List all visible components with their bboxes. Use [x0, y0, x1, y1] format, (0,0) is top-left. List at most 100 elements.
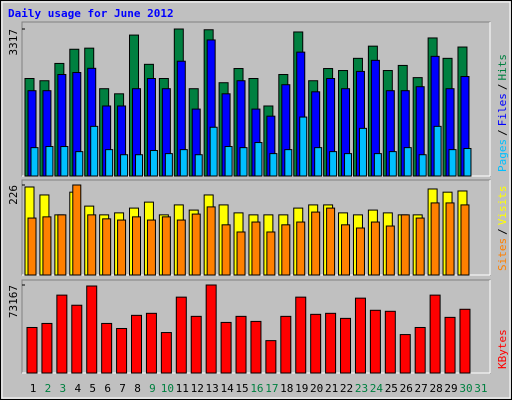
bar: [87, 214, 97, 276]
bar: [239, 147, 248, 177]
legend-entry: Pages: [496, 139, 509, 172]
bar: [251, 221, 261, 276]
x-tick-label: 29: [444, 382, 457, 395]
chart-title: Daily usage for June 2012: [8, 7, 174, 20]
bar: [236, 231, 246, 276]
bar: [281, 224, 291, 276]
x-tick-label: 10: [161, 382, 174, 395]
bar: [190, 315, 202, 374]
x-tick-label: 30: [459, 382, 472, 395]
bar: [164, 153, 173, 177]
bar: [57, 214, 67, 276]
x-tick-label: 16: [250, 382, 263, 395]
x-tick-label: 11: [176, 382, 189, 395]
y-tick-label: 73167: [7, 285, 20, 318]
x-tick-label: 19: [295, 382, 308, 395]
bar: [388, 151, 397, 177]
x-tick-label: 1: [30, 382, 37, 395]
bar: [311, 211, 321, 276]
bar: [149, 150, 158, 177]
bar: [102, 218, 112, 276]
bar: [135, 154, 144, 177]
bar: [45, 146, 54, 177]
bar: [341, 224, 351, 276]
legend-entry: Visits: [496, 186, 509, 226]
bar: [355, 227, 365, 276]
x-tick-label: 15: [235, 382, 248, 395]
bar: [269, 153, 278, 177]
bar: [205, 284, 217, 374]
bar: [296, 221, 306, 276]
bar: [340, 317, 352, 374]
bar: [325, 312, 337, 374]
x-tick-label: 27: [415, 382, 428, 395]
legend-separator: /: [496, 129, 509, 136]
bar: [250, 320, 262, 374]
bar: [131, 314, 143, 374]
bar: [254, 142, 263, 177]
x-tick-label: 31: [474, 382, 487, 395]
bar: [415, 217, 425, 276]
legend-entry: Files: [496, 93, 509, 126]
x-tick-label: 21: [325, 382, 338, 395]
x-tick-label: 14: [220, 382, 234, 395]
x-tick-label: 17: [265, 382, 278, 395]
x-tick-label: 26: [400, 382, 413, 395]
legend-entry: KBytes: [496, 329, 509, 369]
bar: [120, 154, 129, 177]
bar: [26, 326, 38, 374]
legend-separator: /: [496, 228, 509, 235]
bar: [418, 154, 427, 177]
x-tick-label: 18: [280, 382, 293, 395]
bar: [370, 221, 380, 276]
bar: [30, 147, 39, 177]
x-tick-label: 6: [104, 382, 111, 395]
bar: [284, 149, 293, 177]
bar: [354, 297, 366, 374]
x-tick-label: 8: [134, 382, 141, 395]
bar: [459, 308, 471, 374]
legend-entry: Hits: [496, 54, 509, 81]
bar: [71, 304, 83, 374]
bar: [399, 334, 411, 374]
y-tick-label: 226: [7, 185, 20, 205]
bar: [429, 294, 441, 374]
bar: [42, 216, 52, 276]
bar: [430, 202, 440, 276]
bar: [344, 153, 353, 177]
x-tick-label: 4: [74, 382, 81, 395]
bar: [224, 146, 233, 177]
bar: [400, 214, 410, 276]
x-tick-label: 7: [119, 382, 126, 395]
bar: [358, 127, 367, 177]
x-tick-label: 12: [191, 382, 204, 395]
bar: [280, 315, 292, 374]
y-tick-label: 3317: [7, 29, 20, 56]
bar: [384, 310, 396, 374]
bar: [72, 184, 82, 276]
legend: KBytes: [496, 329, 509, 369]
x-tick-label: 24: [370, 382, 384, 395]
bar: [433, 125, 442, 177]
x-tick-label: 13: [206, 382, 219, 395]
bar: [206, 206, 216, 276]
x-tick-label: 22: [340, 382, 353, 395]
bar: [295, 296, 307, 374]
bar: [265, 340, 277, 374]
bar: [221, 224, 231, 276]
x-tick-label: 9: [149, 382, 156, 395]
x-tick-label: 3: [60, 382, 67, 395]
bar: [448, 149, 457, 177]
bar: [146, 219, 156, 276]
bar: [373, 153, 382, 177]
bar: [75, 151, 84, 177]
x-tick-label: 20: [310, 382, 323, 395]
bar: [191, 213, 201, 276]
bar: [175, 296, 187, 374]
x-tick-label: 25: [385, 382, 398, 395]
x-tick-label: 2: [45, 382, 52, 395]
bar: [299, 116, 308, 177]
